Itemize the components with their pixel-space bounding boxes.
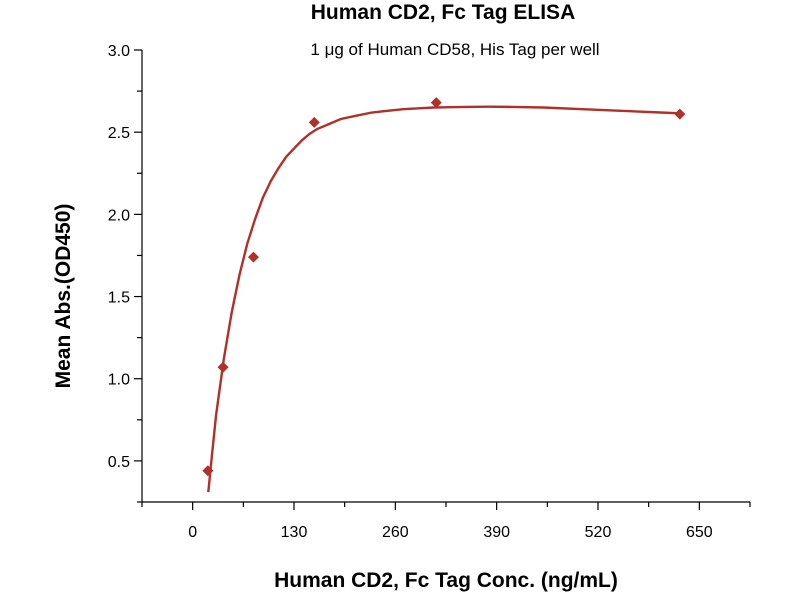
x-tick-label: 260 [382, 524, 409, 541]
y-axis-title: Mean Abs.(OD450) [52, 204, 75, 389]
fit-curve [207, 105, 680, 493]
y-tick-label: 1.0 [108, 372, 130, 389]
y-ticks: 0.5 1.0 1.5 2.0 2.5 3.0 [108, 43, 142, 503]
x-tick-label: 0 [188, 524, 197, 541]
chart-subtitle: 1 μg of Human CD58, His Tag per well [310, 40, 599, 59]
y-tick-label: 3.0 [108, 43, 130, 60]
chart-title: Human CD2, Fc Tag ELISA [311, 1, 575, 24]
data-point [202, 465, 214, 477]
data-points [202, 97, 686, 477]
y-tick-label: 1.5 [108, 290, 130, 307]
x-ticks: 0 130 260 390 520 650 [141, 502, 751, 541]
axes [141, 50, 750, 503]
y-tick-label: 0.5 [108, 454, 130, 471]
data-point [430, 97, 442, 109]
x-tick-label: 390 [483, 524, 510, 541]
x-tick-label: 650 [686, 524, 713, 541]
data-point [247, 251, 259, 263]
y-tick-label: 2.5 [108, 125, 130, 142]
x-tick-label: 520 [585, 524, 612, 541]
x-tick-label: 130 [281, 524, 308, 541]
data-point [674, 108, 686, 120]
data-point [308, 116, 320, 128]
x-axis-title: Human CD2, Fc Tag Conc. (ng/mL) [274, 569, 618, 592]
data-point [217, 361, 229, 373]
y-tick-label: 2.0 [108, 207, 130, 224]
